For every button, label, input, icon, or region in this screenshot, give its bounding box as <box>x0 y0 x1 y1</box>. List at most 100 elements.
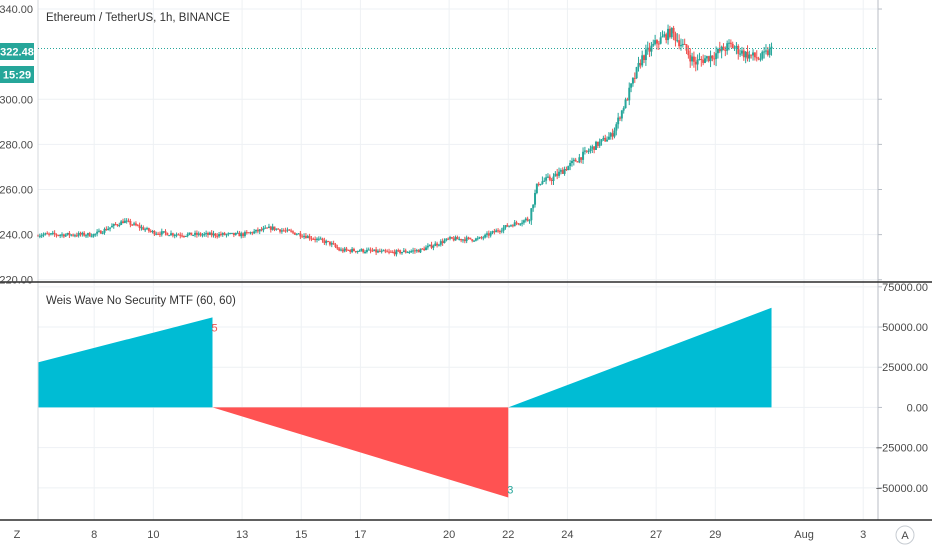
candle <box>526 216 529 222</box>
time-tick-label: 22 <box>502 529 514 541</box>
candle <box>121 218 124 224</box>
candlestick-series[interactable] <box>37 24 773 257</box>
candle <box>665 32 668 44</box>
time-tick-label: 29 <box>709 529 721 541</box>
candle <box>753 52 756 61</box>
candle <box>242 232 245 239</box>
candle <box>567 165 570 171</box>
candle <box>585 150 588 154</box>
candle <box>190 232 193 236</box>
auto-scale-button[interactable]: A <box>895 525 915 545</box>
candle <box>131 223 134 226</box>
candle <box>428 244 431 247</box>
volume-tick-label: 25000.00 <box>882 362 928 374</box>
candle <box>521 219 524 227</box>
time-tick-label: 10 <box>147 529 159 541</box>
candle <box>589 145 592 154</box>
timezone-button-label: Z <box>14 529 21 541</box>
candle <box>273 226 276 232</box>
time-tick-label: Aug <box>794 529 814 541</box>
candle <box>400 251 403 255</box>
candle <box>709 50 712 68</box>
candle <box>179 232 182 239</box>
candle <box>740 46 743 56</box>
candle <box>722 43 725 51</box>
candle <box>352 247 355 252</box>
candle <box>94 233 97 237</box>
candle <box>497 228 500 233</box>
candle <box>118 222 121 228</box>
candle <box>110 223 113 228</box>
candle <box>157 231 160 236</box>
volume-axis[interactable]: 75000.00 50000.00 25000.00 0.00 −25000.00 −50… <box>876 282 928 495</box>
volume-tick-label: 50000.00 <box>882 322 928 334</box>
candle <box>125 218 128 224</box>
candle <box>269 225 272 233</box>
candle <box>365 247 368 254</box>
candle <box>147 227 150 233</box>
candle <box>144 227 147 233</box>
candle <box>506 223 509 227</box>
price-axis[interactable]: 220.00 240.00 260.00 280.00 300.00 340.00 <box>0 4 882 287</box>
candle <box>234 232 237 236</box>
candle <box>72 233 75 237</box>
candle <box>341 247 344 254</box>
candle <box>149 229 152 233</box>
candle <box>458 236 461 241</box>
candle <box>609 131 612 140</box>
candle <box>73 233 76 238</box>
candle <box>485 231 488 238</box>
candle <box>715 46 718 67</box>
candle <box>415 248 418 253</box>
candle <box>425 245 428 251</box>
candle <box>450 236 453 239</box>
candle <box>258 229 261 235</box>
time-axis[interactable]: 8 10 13 15 17 20 22 24 27 29 Aug 3 <box>91 529 866 541</box>
candle <box>696 54 699 71</box>
candle <box>426 243 429 250</box>
candle <box>452 236 455 242</box>
candle <box>129 218 132 228</box>
candle <box>447 237 450 241</box>
candle <box>153 230 156 236</box>
candle <box>194 230 197 238</box>
indicator-legend-title[interactable]: Weis Wave No Security MTF (60, 60) <box>46 295 236 307</box>
candle <box>561 167 564 174</box>
candle <box>484 233 487 239</box>
candle <box>291 230 294 234</box>
candle <box>77 231 80 238</box>
candle <box>40 233 43 239</box>
candle <box>600 139 603 146</box>
candle <box>75 232 78 238</box>
candle <box>443 238 446 244</box>
candle <box>598 138 601 148</box>
candle <box>221 232 224 237</box>
main-legend-title[interactable]: Ethereum / TetherUS, 1h, BINANCE <box>46 12 230 24</box>
countdown-badge-text: 15:29 <box>3 70 31 82</box>
candle <box>83 231 86 237</box>
candle <box>539 183 542 186</box>
candle <box>678 34 681 50</box>
candle <box>262 225 265 233</box>
countdown-badge: 15:29 <box>0 66 34 83</box>
candle <box>718 41 721 54</box>
candle <box>622 106 625 114</box>
candle <box>692 51 695 68</box>
candle <box>724 46 727 57</box>
candle <box>752 49 755 61</box>
candle <box>508 225 511 228</box>
candle <box>493 228 496 235</box>
candle <box>275 228 278 231</box>
candle <box>633 72 636 83</box>
candle <box>755 50 758 62</box>
candle <box>670 27 673 39</box>
candle <box>487 230 490 239</box>
weis-wave-series[interactable]: 53 <box>38 307 772 498</box>
candle <box>764 44 767 55</box>
candle <box>136 223 139 227</box>
timezone-button[interactable]: Z <box>14 529 21 541</box>
candle <box>49 233 52 236</box>
candle <box>761 50 764 61</box>
candle <box>641 50 644 68</box>
